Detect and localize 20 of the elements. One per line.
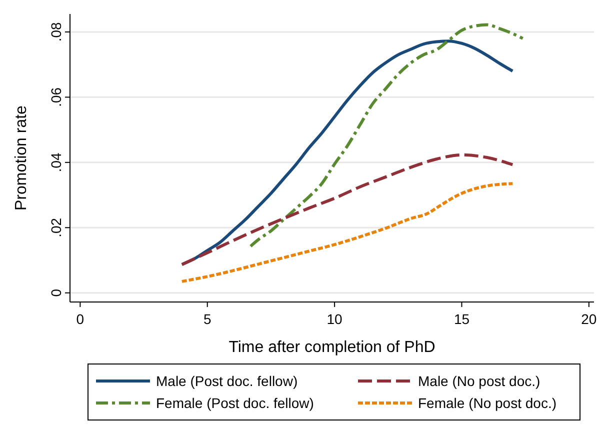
line-series [249,23,524,248]
x-tick-label: 20 [581,311,597,327]
x-tick-label: 5 [203,311,212,327]
x-tick-label: 15 [454,311,470,327]
line-series [180,40,514,266]
y-tick-label: .06 [48,87,64,107]
legend-label: Female (No post doc.) [418,395,556,411]
line-series [180,153,514,266]
y-tick-label: 0 [48,288,64,297]
x-axis-title: Time after completion of PhD [228,339,436,356]
line-series [180,182,514,283]
x-tick-label: 10 [326,311,343,327]
legend-label: Male (No post doc.) [418,373,540,389]
y-tick-label: .04 [48,152,64,172]
x-tick-label: 0 [76,311,84,327]
y-tick-label: .02 [48,218,64,238]
y-axis-title: Promotion rate [13,105,30,210]
y-tick-label: .08 [48,22,64,42]
legend-label: Male (Post doc. fellow) [156,373,298,389]
legend-label: Female (Post doc. fellow) [156,395,314,411]
